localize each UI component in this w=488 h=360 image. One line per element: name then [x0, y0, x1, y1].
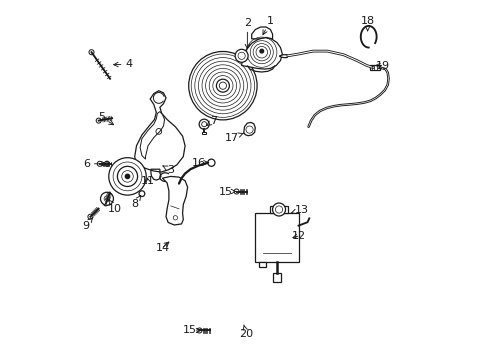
- Circle shape: [125, 174, 129, 179]
- Circle shape: [260, 49, 263, 53]
- Bar: [369, 65, 379, 70]
- Circle shape: [216, 79, 229, 92]
- Text: 14: 14: [155, 242, 169, 253]
- Circle shape: [188, 51, 257, 120]
- Text: 20: 20: [239, 325, 253, 339]
- Text: 15: 15: [183, 325, 201, 336]
- Text: 5: 5: [98, 112, 113, 125]
- Text: 16: 16: [191, 158, 208, 168]
- Bar: [272, 273, 281, 282]
- Polygon shape: [244, 122, 255, 136]
- Bar: [202, 132, 206, 134]
- Text: 1: 1: [263, 16, 273, 35]
- Circle shape: [272, 203, 285, 216]
- Circle shape: [207, 159, 215, 166]
- Circle shape: [101, 192, 113, 205]
- Text: 12: 12: [291, 231, 305, 241]
- Polygon shape: [134, 91, 185, 172]
- Bar: [269, 206, 287, 213]
- Polygon shape: [162, 176, 187, 225]
- Text: 8: 8: [131, 195, 141, 210]
- Circle shape: [117, 166, 137, 186]
- Text: 15: 15: [218, 186, 235, 197]
- Circle shape: [199, 119, 209, 129]
- Polygon shape: [241, 37, 282, 69]
- Polygon shape: [279, 55, 288, 58]
- Text: 17: 17: [224, 132, 243, 143]
- Circle shape: [108, 158, 146, 195]
- Text: 2: 2: [244, 18, 250, 49]
- Polygon shape: [251, 27, 272, 39]
- Polygon shape: [140, 112, 164, 159]
- Circle shape: [235, 49, 247, 62]
- Text: 13: 13: [290, 204, 308, 215]
- Bar: [258, 262, 265, 267]
- Bar: [255, 213, 298, 262]
- Text: 6: 6: [83, 159, 106, 169]
- Text: 11: 11: [141, 176, 155, 186]
- Text: 18: 18: [360, 16, 374, 31]
- Text: 4: 4: [114, 59, 132, 69]
- Text: 3: 3: [163, 165, 174, 175]
- Text: 9: 9: [81, 217, 93, 231]
- Text: 10: 10: [108, 200, 122, 214]
- Text: 7: 7: [206, 116, 217, 126]
- Text: 19: 19: [375, 60, 389, 71]
